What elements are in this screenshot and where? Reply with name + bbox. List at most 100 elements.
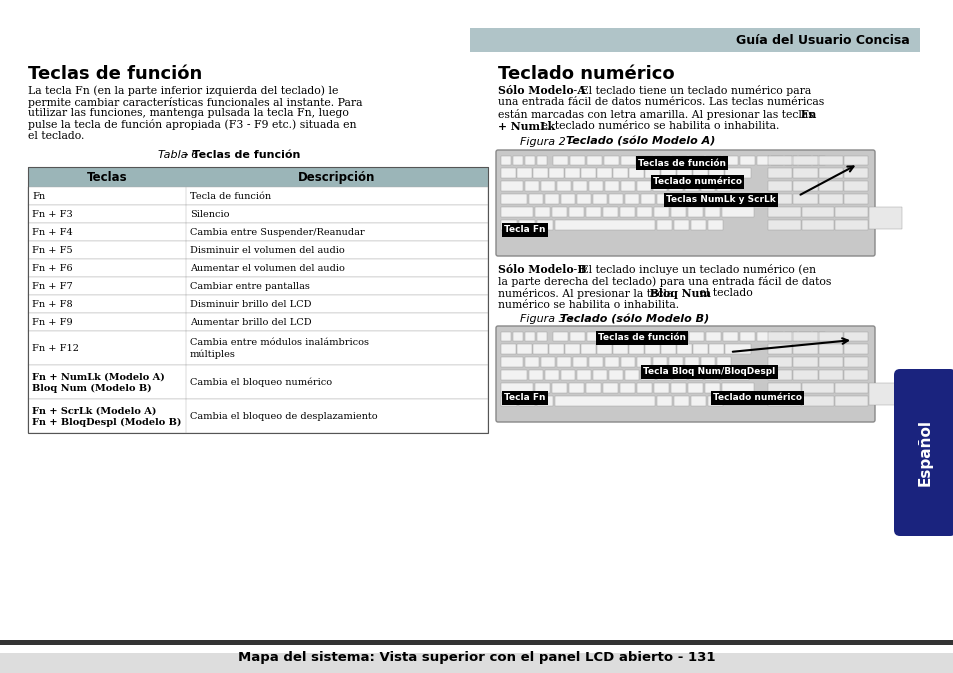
Bar bbox=[628, 344, 643, 354]
Bar bbox=[843, 357, 867, 367]
Text: Fn + NumLk (Modelo A)
Bloq Num (Modelo B): Fn + NumLk (Modelo A) Bloq Num (Modelo B… bbox=[32, 372, 165, 393]
Bar bbox=[767, 207, 800, 217]
Bar bbox=[500, 156, 511, 165]
Bar bbox=[740, 332, 754, 341]
Bar bbox=[586, 332, 601, 341]
Bar bbox=[708, 344, 723, 354]
Text: Figura 3 -: Figura 3 - bbox=[519, 314, 577, 324]
Bar bbox=[657, 370, 670, 380]
Bar bbox=[793, 332, 817, 341]
Bar bbox=[500, 181, 522, 191]
Bar bbox=[707, 220, 722, 230]
Bar bbox=[568, 207, 583, 217]
Text: Fn + F12: Fn + F12 bbox=[32, 344, 79, 353]
Bar bbox=[619, 207, 635, 217]
Bar bbox=[535, 207, 550, 217]
Bar bbox=[620, 332, 636, 341]
Bar bbox=[668, 357, 682, 367]
Bar bbox=[620, 181, 635, 191]
Bar bbox=[835, 220, 867, 230]
Bar bbox=[670, 207, 685, 217]
Bar bbox=[564, 344, 579, 354]
Bar bbox=[28, 277, 488, 295]
Bar bbox=[801, 220, 834, 230]
Text: Teclas: Teclas bbox=[87, 171, 127, 184]
Bar bbox=[644, 344, 659, 354]
Bar bbox=[690, 396, 705, 406]
Bar bbox=[619, 383, 635, 393]
Bar bbox=[0, 653, 953, 673]
Bar bbox=[544, 194, 558, 204]
Bar bbox=[705, 332, 720, 341]
Bar bbox=[28, 398, 488, 433]
Text: Aumentar brillo del LCD: Aumentar brillo del LCD bbox=[190, 318, 312, 327]
Text: Tecla Fn: Tecla Fn bbox=[503, 225, 545, 234]
Bar bbox=[560, 370, 575, 380]
Bar bbox=[560, 194, 575, 204]
Bar bbox=[568, 383, 583, 393]
Bar bbox=[722, 332, 738, 341]
Bar bbox=[793, 370, 817, 380]
Bar bbox=[500, 383, 533, 393]
Bar bbox=[586, 156, 601, 165]
Bar bbox=[28, 365, 488, 398]
Bar bbox=[692, 344, 707, 354]
Bar bbox=[767, 168, 792, 178]
Bar bbox=[580, 168, 596, 178]
Bar bbox=[801, 207, 834, 217]
Bar bbox=[700, 181, 714, 191]
Text: la parte derecha del teclado) para una entrada fácil de datos: la parte derecha del teclado) para una e… bbox=[497, 276, 830, 287]
FancyBboxPatch shape bbox=[496, 150, 874, 256]
Bar bbox=[660, 344, 676, 354]
Text: Disminuir el volumen del audio: Disminuir el volumen del audio bbox=[190, 246, 344, 255]
Text: pulse la tecla de función apropiada (F3 - F9 etc.) situada en: pulse la tecla de función apropiada (F3 … bbox=[28, 120, 356, 131]
Bar bbox=[624, 370, 639, 380]
Bar bbox=[597, 168, 612, 178]
Bar bbox=[684, 181, 699, 191]
Bar bbox=[818, 344, 842, 354]
Bar bbox=[588, 357, 602, 367]
Bar bbox=[602, 207, 618, 217]
Text: Cambiar entre pantallas: Cambiar entre pantallas bbox=[190, 282, 310, 291]
Bar bbox=[593, 194, 606, 204]
Bar bbox=[688, 370, 702, 380]
Bar bbox=[688, 332, 703, 341]
Text: Teclado (sólo Modelo A): Teclado (sólo Modelo A) bbox=[565, 137, 715, 147]
Text: Disminuir brillo del LCD: Disminuir brillo del LCD bbox=[190, 300, 312, 309]
Bar bbox=[28, 330, 488, 365]
Bar bbox=[593, 370, 606, 380]
Bar bbox=[835, 396, 867, 406]
Bar bbox=[533, 168, 547, 178]
Text: Tecla Fn: Tecla Fn bbox=[503, 394, 545, 402]
Bar bbox=[657, 220, 671, 230]
Bar bbox=[767, 396, 800, 406]
Bar bbox=[529, 370, 542, 380]
Bar bbox=[640, 370, 655, 380]
Text: Bloq Num: Bloq Num bbox=[645, 288, 710, 299]
Bar bbox=[588, 181, 602, 191]
Bar bbox=[28, 186, 488, 205]
Bar bbox=[652, 357, 666, 367]
Bar bbox=[655, 156, 669, 165]
Bar bbox=[500, 194, 526, 204]
Bar bbox=[687, 207, 702, 217]
Bar bbox=[655, 332, 669, 341]
Bar bbox=[548, 344, 563, 354]
Bar bbox=[843, 194, 867, 204]
Bar bbox=[793, 357, 817, 367]
Bar bbox=[717, 181, 730, 191]
Text: Fn + F9: Fn + F9 bbox=[32, 318, 72, 327]
Bar bbox=[818, 332, 842, 341]
Bar bbox=[470, 28, 919, 52]
Bar bbox=[500, 396, 517, 406]
Bar bbox=[564, 168, 579, 178]
Text: permite cambiar características funcionales al instante. Para: permite cambiar características funciona… bbox=[28, 96, 362, 108]
Bar bbox=[603, 156, 618, 165]
Text: el teclado numérico se habilita o inhabilita.: el teclado numérico se habilita o inhabi… bbox=[537, 121, 779, 131]
Bar bbox=[799, 156, 810, 165]
Bar bbox=[577, 194, 590, 204]
Bar bbox=[608, 194, 622, 204]
Bar bbox=[868, 207, 901, 229]
Text: Descripción: Descripción bbox=[298, 171, 375, 184]
Bar bbox=[620, 357, 635, 367]
